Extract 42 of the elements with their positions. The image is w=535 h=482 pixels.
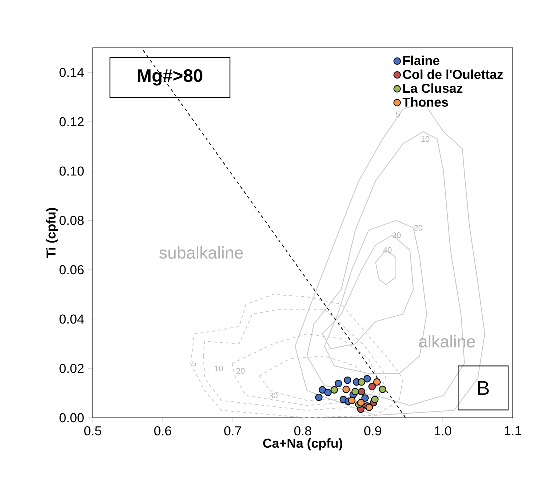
point — [358, 378, 366, 386]
point — [379, 386, 386, 394]
point — [364, 375, 372, 383]
point — [371, 396, 379, 404]
x-tick-label: 0.5 — [84, 426, 102, 436]
y-tick-label: 0.12 — [60, 117, 84, 127]
point — [348, 397, 356, 404]
point — [344, 376, 352, 384]
annotation: B — [478, 381, 489, 396]
point — [318, 386, 326, 394]
x-tick-label: 1.0 — [434, 426, 452, 436]
annotation: Mg#>80 — [138, 69, 203, 86]
y-tick-label: 0.06 — [60, 265, 84, 275]
y-tick-label: 0.08 — [60, 216, 84, 226]
point — [342, 386, 350, 394]
x-tick-label: 0.6 — [154, 426, 172, 436]
point — [352, 388, 360, 396]
legend-label: Col de l'Oulettaz — [403, 70, 504, 80]
x-tick-label: 0.8 — [294, 426, 312, 436]
x-tick-label: 0.7 — [224, 426, 242, 436]
point — [330, 386, 338, 394]
x-tick-label: 1.1 — [504, 426, 522, 436]
y-tick-label: 0.04 — [60, 314, 84, 324]
legend-label: Thones — [402, 97, 448, 107]
point — [315, 394, 323, 402]
y-tick-label: 0.14 — [60, 68, 84, 78]
legend-label: Flaine — [404, 56, 440, 66]
point — [362, 394, 369, 402]
point — [368, 383, 376, 391]
legend-label: La Clusaz — [404, 84, 463, 94]
point — [374, 378, 381, 386]
y-tick-label: 0.10 — [60, 166, 84, 176]
annotation: subalkaline — [160, 246, 244, 259]
x-axis-title: Ca+Na (cpfu) — [263, 438, 342, 451]
y-axis-title: Ti (cpfu) — [46, 208, 58, 258]
point — [335, 380, 342, 388]
y-tick-label: 0.00 — [60, 413, 84, 423]
y-tick-label: 0.02 — [60, 364, 84, 374]
annotation: alkaline — [419, 335, 476, 348]
point — [324, 388, 332, 396]
point — [358, 388, 366, 396]
x-tick-label: 0.9 — [364, 426, 382, 436]
